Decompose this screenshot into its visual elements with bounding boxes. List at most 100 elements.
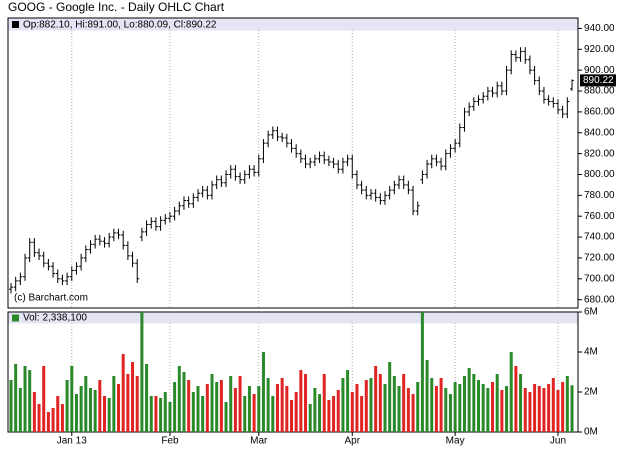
y2-tick-label: 6M	[584, 307, 598, 318]
volume-bar	[392, 376, 396, 432]
volume-bar	[238, 376, 242, 432]
volume-bar	[70, 366, 74, 432]
legend-band	[8, 18, 578, 31]
x-tick-label: Jan 13	[57, 436, 87, 447]
volume-bar	[556, 390, 560, 432]
volume-bar	[467, 368, 471, 432]
volume-bar	[42, 366, 46, 432]
legend-swatch	[12, 21, 19, 28]
volume-bar	[313, 388, 317, 432]
volume-bar	[247, 386, 251, 432]
volume-bar	[453, 382, 457, 432]
volume-bar	[261, 352, 265, 432]
volume-bar	[60, 404, 64, 432]
volume-bar	[439, 378, 443, 432]
volume-bar	[500, 390, 504, 432]
volume-bar	[196, 386, 200, 432]
volume-bar	[378, 374, 382, 432]
volume-bar	[112, 376, 116, 432]
y2-tick-label: 2M	[584, 387, 598, 398]
y-tick-label: 720.00	[584, 253, 615, 264]
volume-legend-band	[8, 312, 578, 324]
volume-bar	[88, 388, 92, 432]
volume-bar	[561, 382, 565, 432]
volume-bar	[318, 394, 322, 432]
volume-bar	[145, 364, 149, 432]
volume-bar	[406, 388, 410, 432]
volume-bar	[350, 392, 354, 432]
volume-bar	[304, 374, 308, 432]
volume-swatch	[12, 314, 19, 322]
volume-bar	[547, 384, 551, 432]
volume-bar	[9, 380, 13, 432]
volume-bar	[542, 388, 546, 432]
y-tick-label: 880.00	[584, 86, 615, 97]
volume-bar	[131, 362, 135, 432]
volume-bar	[215, 382, 219, 432]
volume-bar	[233, 388, 237, 432]
volume-bar	[444, 388, 448, 432]
volume-bar	[56, 396, 60, 432]
volume-bar	[84, 376, 88, 432]
volume-bar	[243, 396, 247, 432]
volume-bar	[252, 394, 256, 432]
volume-legend: Vol: 2,338,100	[23, 313, 87, 324]
volume-bar	[434, 386, 438, 432]
volume-bar	[448, 394, 452, 432]
volume-bars	[9, 312, 574, 432]
volume-bar	[168, 402, 172, 432]
y2-tick-label: 4M	[584, 347, 598, 358]
volume-bar	[285, 386, 289, 432]
volume-bar	[491, 382, 495, 432]
volume-bar	[477, 380, 480, 432]
volume-bar	[308, 404, 312, 432]
volume-bar	[191, 392, 195, 432]
x-tick-label: Jun	[550, 436, 566, 447]
ohlc-legend: Op:882.10, Hi:891.00, Lo:880.09, Cl:890.…	[23, 20, 217, 31]
volume-bar	[505, 386, 509, 432]
volume-bar	[51, 408, 55, 432]
volume-bar	[117, 384, 121, 432]
volume-bar	[154, 396, 158, 432]
y-tick-label: 820.00	[584, 148, 615, 159]
y2-tick-label: 0M	[584, 427, 598, 438]
volume-bar	[290, 400, 293, 432]
volume-bar	[495, 374, 499, 432]
volume-bar	[257, 386, 261, 432]
volume-bar	[514, 366, 518, 432]
x-tick-label: Mar	[250, 436, 268, 447]
volume-bar	[570, 385, 574, 432]
volume-bar	[551, 378, 555, 432]
volume-bar	[271, 396, 275, 432]
volume-bar	[369, 378, 373, 432]
volume-bar	[103, 396, 106, 432]
y-tick-label: 800.00	[584, 169, 615, 180]
volume-bar	[336, 390, 340, 432]
volume-bar	[107, 398, 111, 432]
volume-bar	[388, 362, 392, 432]
volume-bar	[201, 396, 205, 432]
volume-bar	[229, 376, 233, 432]
y-tick-label: 780.00	[584, 190, 615, 201]
volume-bar	[341, 378, 345, 432]
y-tick-label: 900.00	[584, 65, 615, 76]
volume-bar	[360, 396, 364, 432]
volume-bar	[383, 384, 387, 432]
y-tick-label: 680.00	[584, 294, 615, 305]
volume-bar	[159, 398, 163, 432]
volume-bar	[210, 374, 214, 432]
volume-bar	[163, 392, 167, 432]
credit: (c) Barchart.com	[14, 293, 88, 304]
volume-bar	[14, 364, 18, 432]
volume-bar	[425, 360, 429, 432]
volume-bar	[135, 376, 139, 432]
volume-bar	[32, 392, 36, 432]
volume-bar	[472, 374, 476, 432]
volume-bar	[149, 396, 153, 432]
volume-bar	[364, 380, 368, 432]
volume-bar	[537, 386, 541, 432]
volume-bar	[74, 394, 78, 432]
last-price-box	[580, 74, 616, 87]
volume-bar	[280, 378, 284, 432]
